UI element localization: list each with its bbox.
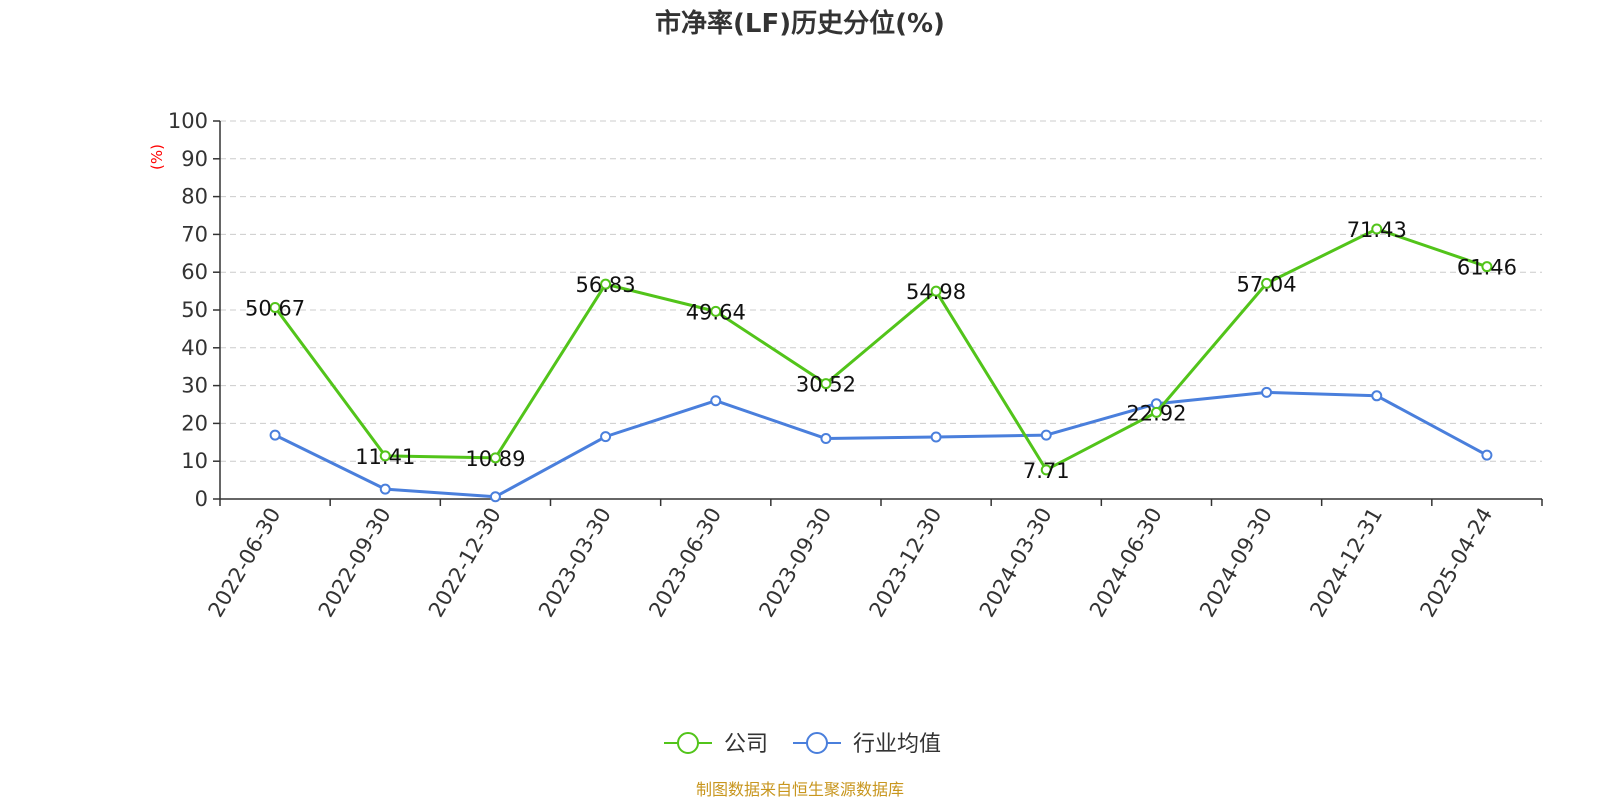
- legend-label-company: 公司: [724, 732, 768, 757]
- data-point-industry-average-5: [820, 433, 832, 445]
- x-tick-label-2023-03-30: 2023-03-30: [534, 504, 616, 622]
- data-point-industry-average-11: [1481, 449, 1493, 461]
- legend-label-industry-average: 行业均值: [853, 732, 941, 757]
- data-point-industry-average-2: [489, 491, 501, 503]
- data-label-company-0: 50.67: [245, 296, 305, 320]
- x-tick-label-2024-03-30: 2024-03-30: [975, 504, 1057, 622]
- data-label-company-3: 56.83: [576, 273, 636, 297]
- x-tick-label-2023-06-30: 2023-06-30: [644, 504, 726, 622]
- series-layer: [269, 223, 1493, 503]
- data-point-industry-average-0: [269, 429, 281, 441]
- y-tick-label-10: 10: [181, 449, 208, 473]
- legend-marker-industry-average: [806, 732, 828, 754]
- x-tick-label-2025-04-24: 2025-04-24: [1415, 504, 1497, 622]
- y-tick-label-90: 90: [181, 147, 208, 171]
- y-tick-label-100: 100: [168, 109, 208, 133]
- x-tick-label-2023-09-30: 2023-09-30: [754, 504, 836, 622]
- data-label-company-10: 71.43: [1347, 218, 1407, 242]
- data-label-company-2: 10.89: [465, 447, 525, 471]
- data-label-company-7: 7.71: [1023, 459, 1070, 483]
- data-point-company-7: [1040, 464, 1052, 476]
- data-label-company-5: 30.52: [796, 373, 856, 397]
- x-tick-label-2024-09-30: 2024-09-30: [1195, 504, 1277, 622]
- y-tick-label-70: 70: [181, 222, 208, 246]
- data-point-company-11: [1481, 261, 1493, 273]
- y-tick-label-60: 60: [181, 260, 208, 284]
- data-point-industry-average-7: [1040, 429, 1052, 441]
- x-tick-label-2022-09-30: 2022-09-30: [314, 504, 396, 622]
- data-point-company-2: [489, 452, 501, 464]
- y-tick-label-20: 20: [181, 411, 208, 435]
- chart-title: 市净率(LF)历史分位(%): [655, 8, 945, 39]
- data-point-industry-average-3: [600, 431, 612, 443]
- axes: 0 10 20 30 40 50 60 70 80 90 100(%) 2022-06-30 2022-…: [148, 109, 1543, 622]
- data-point-company-1: [379, 450, 391, 462]
- legend-marker-company: [677, 732, 699, 754]
- legend: 公司 行业均值: [664, 732, 941, 757]
- y-tick-label-50: 50: [181, 298, 208, 322]
- data-label-company-11: 61.46: [1457, 256, 1517, 280]
- data-point-company-0: [269, 301, 281, 313]
- data-point-company-6: [930, 285, 942, 297]
- data-label-company-4: 49.64: [686, 300, 746, 324]
- x-tick-label-2024-06-30: 2024-06-30: [1085, 504, 1167, 622]
- data-label-company-8: 22.92: [1126, 401, 1186, 425]
- data-point-company-9: [1261, 277, 1273, 289]
- y-tick-label-80: 80: [181, 185, 208, 209]
- series-line-industry-average: [274, 390, 1488, 499]
- source-note: 制图数据来自恒生聚源数据库: [696, 780, 904, 799]
- y-tick-label-40: 40: [181, 336, 208, 360]
- data-point-company-10: [1371, 223, 1383, 235]
- data-point-industry-average-10: [1371, 390, 1383, 402]
- data-point-company-8: [1150, 406, 1162, 418]
- data-point-company-5: [820, 378, 832, 390]
- y-tick-label-30: 30: [181, 374, 208, 398]
- data-point-company-4: [710, 305, 722, 317]
- series-line-company: [273, 227, 1488, 472]
- x-tick-label-2022-12-30: 2022-12-30: [424, 504, 506, 622]
- data-point-industry-average-1: [379, 483, 391, 495]
- y-axis-label: (%): [148, 144, 166, 170]
- data-point-industry-average-6: [930, 431, 942, 443]
- data-label-company-1: 11.41: [355, 445, 415, 469]
- x-tick-label-2023-12-30: 2023-12-30: [865, 504, 947, 622]
- data-point-company-3: [600, 278, 612, 290]
- data-label-company-9: 57.04: [1237, 272, 1297, 296]
- data-labels: 50.67 11.41 10.89 56.83 49.64 30.52 54.98 7.71 2…: [245, 218, 1517, 483]
- data-label-company-6: 54.98: [906, 280, 966, 304]
- data-point-industry-average-9: [1261, 386, 1273, 398]
- grid-lines: [220, 120, 1542, 462]
- data-point-industry-average-4: [710, 395, 722, 407]
- x-tick-label-2024-12-31: 2024-12-31: [1305, 504, 1387, 622]
- y-tick-label-0: 0: [195, 487, 208, 511]
- x-tick-label-2022-06-30: 2022-06-30: [204, 504, 286, 622]
